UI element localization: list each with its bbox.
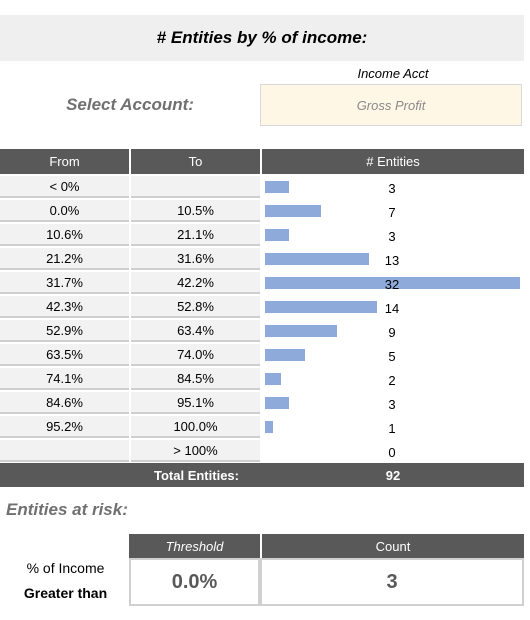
income-label-line2: Greater than (23, 585, 108, 601)
page-title: # Entities by % of income: (0, 15, 524, 61)
row-count: 3 (388, 396, 396, 412)
entity-count-bar (265, 277, 520, 289)
row-from: < 0% (0, 176, 129, 198)
row-count: 14 (384, 300, 400, 316)
entities-column-header: # Entities (262, 149, 524, 174)
entity-count-bar (265, 397, 289, 409)
row-to: 95.1% (131, 392, 260, 414)
from-column-header: From (0, 149, 129, 174)
total-value: 92 (385, 467, 401, 483)
entity-count-bar (265, 229, 289, 241)
row-to: 84.5% (131, 368, 260, 390)
row-to: 42.2% (131, 272, 260, 294)
total-row: Total Entities: 92 (0, 463, 524, 487)
row-count: 2 (388, 372, 396, 388)
entity-count-bar (265, 325, 337, 337)
entity-count-bar (265, 301, 377, 313)
count-header: Count (262, 534, 524, 558)
to-column-header: To (131, 149, 260, 174)
at-risk-count: 3 (260, 558, 524, 606)
row-from (0, 440, 129, 462)
row-to (131, 176, 260, 198)
row-count: 7 (388, 204, 396, 220)
row-count: 5 (388, 348, 396, 364)
select-account-label: Select Account: (66, 95, 194, 114)
income-acct-header: Income Acct (357, 66, 429, 81)
row-to: 100.0% (131, 416, 260, 438)
row-to: 63.4% (131, 320, 260, 342)
row-from: 84.6% (0, 392, 129, 414)
row-count: 9 (388, 324, 396, 340)
row-count: 3 (388, 180, 396, 196)
row-from: 74.1% (0, 368, 129, 390)
row-count: 13 (384, 252, 400, 268)
threshold-header: Threshold (129, 534, 260, 558)
entity-count-bar (265, 253, 369, 265)
row-from: 95.2% (0, 416, 129, 438)
row-from: 31.7% (0, 272, 129, 294)
entity-count-bar (265, 421, 273, 433)
row-to: 74.0% (131, 344, 260, 366)
income-label-line1: % of Income (26, 560, 105, 576)
row-from: 10.6% (0, 224, 129, 246)
row-to: 52.8% (131, 296, 260, 318)
row-from: 42.3% (0, 296, 129, 318)
entity-count-bar (265, 373, 281, 385)
total-label: Total Entities: (154, 467, 239, 483)
row-from: 21.2% (0, 248, 129, 270)
row-count: 0 (388, 444, 396, 460)
entity-count-bar (265, 181, 289, 193)
entity-count-bar (265, 349, 305, 361)
row-count: 1 (388, 420, 396, 436)
row-to: > 100% (131, 440, 260, 462)
row-from: 0.0% (0, 200, 129, 222)
row-from: 63.5% (0, 344, 129, 366)
row-to: 31.6% (131, 248, 260, 270)
threshold-input[interactable]: 0.0% (129, 558, 260, 606)
entities-at-risk-title: Entities at risk: (6, 500, 128, 519)
row-to: 21.1% (131, 224, 260, 246)
row-count: 32 (384, 276, 400, 292)
row-from: 52.9% (0, 320, 129, 342)
account-select[interactable]: Gross Profit (260, 84, 522, 126)
row-count: 3 (388, 228, 396, 244)
row-to: 10.5% (131, 200, 260, 222)
entity-count-bar (265, 205, 321, 217)
